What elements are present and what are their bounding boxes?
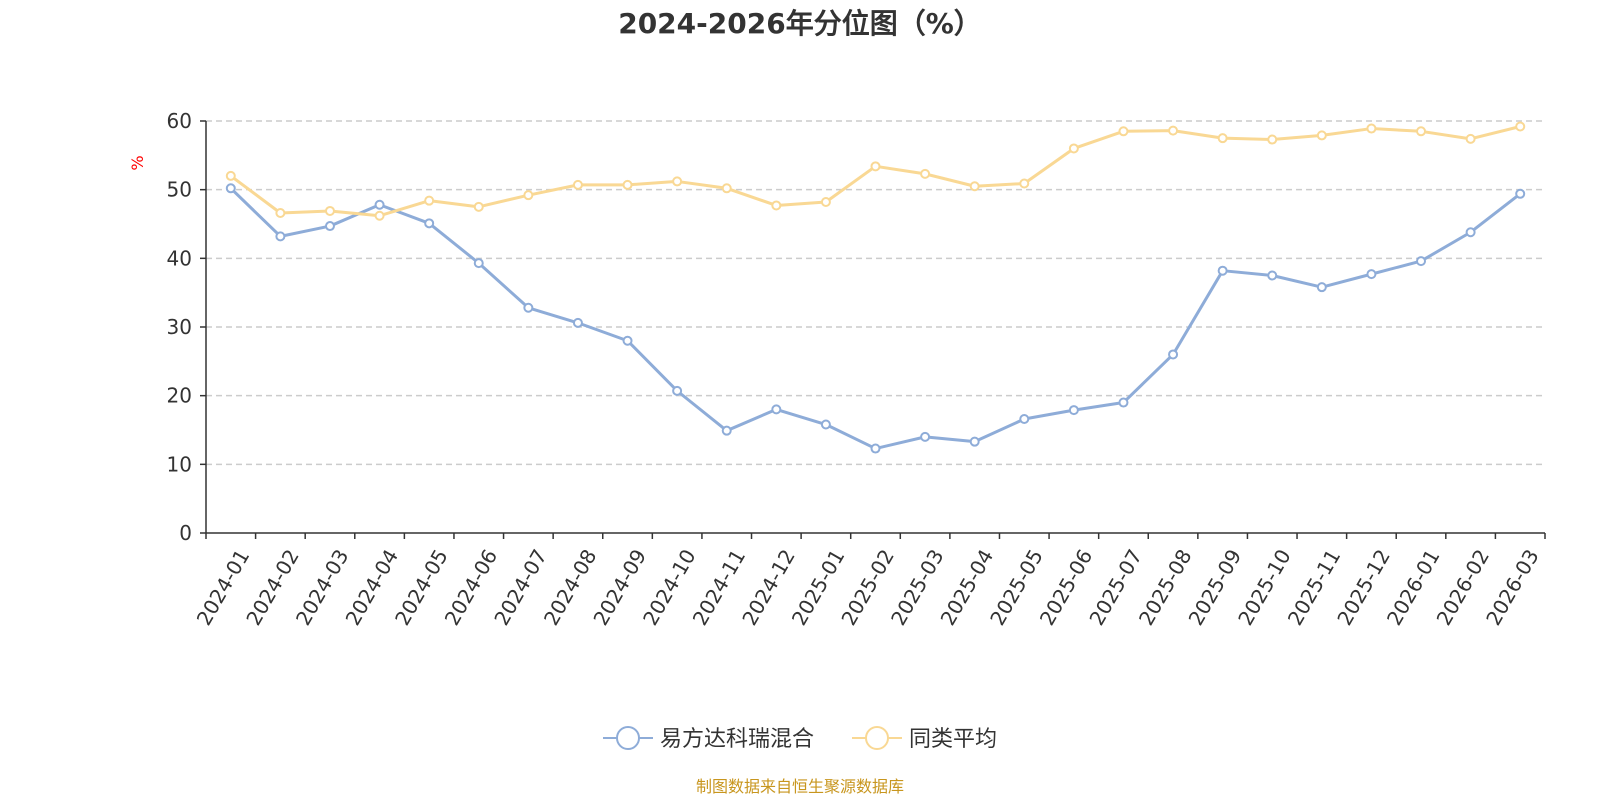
legend-marker-icon [616, 726, 640, 750]
data-point [374, 210, 385, 221]
data-point [1366, 123, 1377, 134]
data-point [1118, 397, 1129, 408]
data-point [275, 231, 286, 242]
data-point [1068, 405, 1079, 416]
data-point [1267, 134, 1278, 145]
data-point [1465, 227, 1476, 238]
data-point [771, 200, 782, 211]
legend-label: 同类平均 [909, 727, 997, 752]
y-tick-label: 20 [167, 384, 192, 408]
data-point [870, 443, 881, 454]
data-point [572, 317, 583, 328]
data-point [1267, 270, 1278, 281]
data-point [1019, 178, 1030, 189]
grid-lines [206, 120, 1545, 466]
data-point [523, 190, 534, 201]
legend-marker-icon [865, 726, 889, 750]
data-point [473, 201, 484, 212]
y-tick-label: 0 [179, 521, 192, 545]
data-point [1168, 349, 1179, 360]
data-point [1168, 125, 1179, 136]
data-point [473, 258, 484, 269]
data-point [1465, 133, 1476, 144]
data-point [1068, 143, 1079, 154]
data-point [424, 195, 435, 206]
data-point [672, 176, 683, 187]
data-point [622, 335, 633, 346]
legend-item-2[interactable]: 同类平均 [852, 726, 997, 752]
data-point [523, 302, 534, 313]
axes [200, 120, 1546, 539]
y-tick-label: 10 [167, 452, 192, 476]
y-tick-labels: 0 10 20 30 40 50 60 [167, 109, 192, 545]
data-point [969, 436, 980, 447]
source-note: 制图数据来自恒生聚源数据库 [696, 777, 904, 796]
data-point [721, 183, 732, 194]
data-point [275, 208, 286, 219]
legend[interactable]: 易方达科瑞混合 同类平均 [603, 726, 997, 752]
y-tick-label: 60 [167, 109, 192, 133]
data-point [721, 425, 732, 436]
data-point [969, 181, 980, 192]
data-point [572, 179, 583, 190]
data-point [920, 168, 931, 179]
series-line-1 [229, 187, 1522, 451]
data-point [424, 218, 435, 229]
data-point [820, 419, 831, 430]
y-tick-label: 40 [167, 246, 192, 270]
data-point [1316, 130, 1327, 141]
data-point [920, 431, 931, 442]
legend-label: 易方达科瑞混合 [660, 727, 814, 752]
data-point [820, 197, 831, 208]
data-point [1217, 265, 1228, 276]
y-tick-label: 50 [167, 178, 192, 202]
legend-item-1[interactable]: 易方达科瑞混合 [603, 726, 814, 752]
data-point [324, 205, 335, 216]
data-point [1515, 188, 1526, 199]
data-point [1316, 282, 1327, 293]
data-point [1019, 414, 1030, 425]
data-point [225, 183, 236, 194]
series-points [225, 121, 1526, 454]
chart-title: 2024-2026年分位图（%） [618, 7, 982, 40]
data-point [324, 221, 335, 232]
y-axis-label: % [128, 155, 147, 170]
data-point [1515, 121, 1526, 132]
data-point [771, 404, 782, 415]
data-point [1416, 256, 1427, 267]
data-point [672, 385, 683, 396]
data-point [622, 179, 633, 190]
data-point [225, 170, 236, 181]
data-point [374, 199, 385, 210]
data-point [1416, 126, 1427, 137]
data-point [1118, 126, 1129, 137]
data-point [1217, 133, 1228, 144]
data-point [870, 161, 881, 172]
x-tick-labels: 2024-012024-022024-032024-042024-052024-… [192, 545, 1544, 629]
y-tick-label: 30 [167, 315, 192, 339]
data-point [1366, 269, 1377, 280]
